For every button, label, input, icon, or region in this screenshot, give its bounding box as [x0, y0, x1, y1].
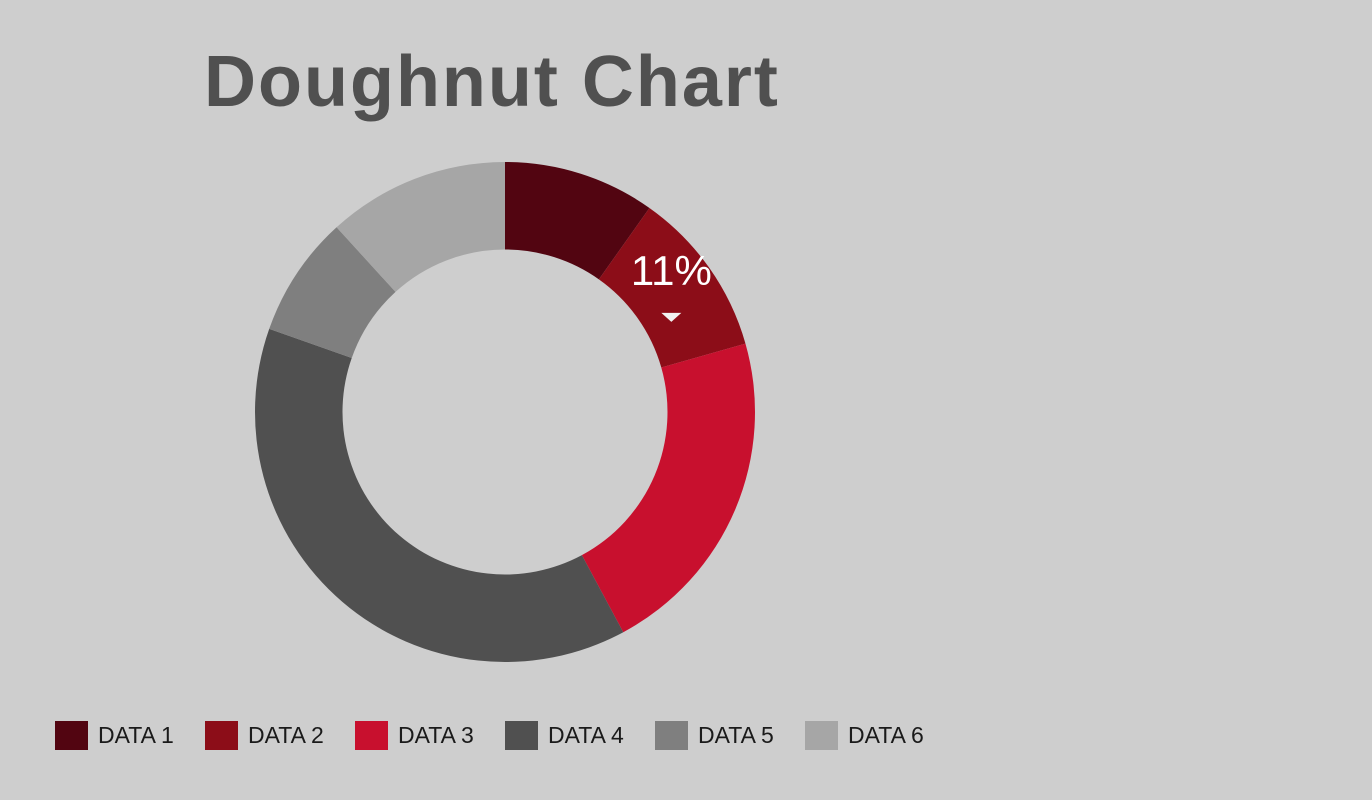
legend-swatch: [205, 721, 238, 750]
legend-item[interactable]: DATA 1: [55, 721, 205, 750]
legend-label: DATA 1: [98, 722, 174, 748]
legend-label: DATA 4: [548, 722, 624, 748]
legend-item[interactable]: DATA 3: [355, 721, 505, 750]
legend: DATA 1 DATA 2 DATA 3 DATA 4 DATA 5 DATA 6: [55, 721, 955, 750]
legend-swatch: [805, 721, 838, 750]
slice-data-2[interactable]: [598, 207, 746, 368]
chart-title: Doughnut Chart: [204, 42, 780, 122]
slice-data-4[interactable]: [254, 328, 624, 663]
slice-data-6[interactable]: [336, 162, 505, 292]
legend-label: DATA 2: [248, 722, 324, 748]
legend-swatch: [55, 721, 88, 750]
legend-swatch: [355, 721, 388, 750]
doughnut-chart: 11%: [254, 162, 755, 663]
tooltip-pointer: [661, 312, 682, 322]
legend-item[interactable]: DATA 4: [505, 721, 655, 750]
slice-data-5[interactable]: [269, 227, 396, 358]
legend-item[interactable]: DATA 2: [205, 721, 355, 750]
legend-label: DATA 6: [848, 722, 924, 748]
doughnut-slices: [254, 162, 755, 663]
legend-swatch: [655, 721, 688, 750]
slice-data-1[interactable]: [505, 162, 650, 280]
legend-swatch: [505, 721, 538, 750]
tooltip-value: 11%: [631, 247, 712, 294]
slice-data-3[interactable]: [581, 343, 755, 633]
slice-tooltip: 11%: [631, 247, 712, 322]
legend-item[interactable]: DATA 6: [805, 721, 955, 750]
legend-item[interactable]: DATA 5: [655, 721, 805, 750]
legend-label: DATA 3: [398, 722, 474, 748]
legend-label: DATA 5: [698, 722, 774, 748]
